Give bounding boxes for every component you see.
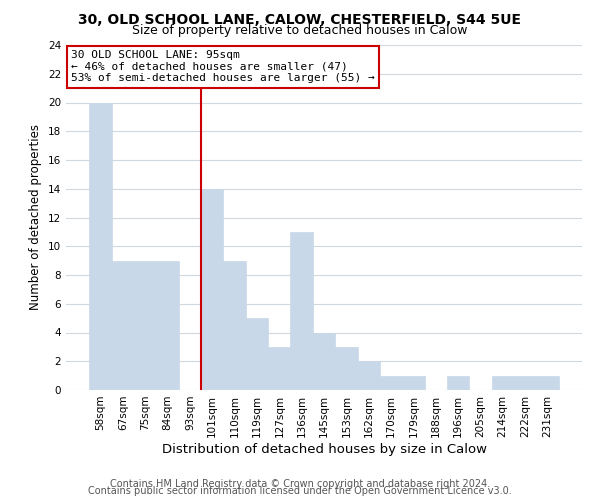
Text: Contains public sector information licensed under the Open Government Licence v3: Contains public sector information licen… xyxy=(88,486,512,496)
Bar xyxy=(201,188,223,390)
Bar xyxy=(246,318,268,390)
Bar xyxy=(268,347,290,390)
Bar xyxy=(112,260,134,390)
Text: 30 OLD SCHOOL LANE: 95sqm
← 46% of detached houses are smaller (47)
53% of semi-: 30 OLD SCHOOL LANE: 95sqm ← 46% of detac… xyxy=(71,50,375,84)
Bar xyxy=(514,376,536,390)
Bar xyxy=(335,347,358,390)
Bar xyxy=(447,376,469,390)
Y-axis label: Number of detached properties: Number of detached properties xyxy=(29,124,43,310)
Bar xyxy=(157,260,179,390)
Bar xyxy=(313,332,335,390)
Bar xyxy=(536,376,559,390)
Bar xyxy=(290,232,313,390)
Bar xyxy=(223,260,246,390)
Bar xyxy=(358,361,380,390)
Text: Size of property relative to detached houses in Calow: Size of property relative to detached ho… xyxy=(132,24,468,37)
Bar xyxy=(491,376,514,390)
Text: 30, OLD SCHOOL LANE, CALOW, CHESTERFIELD, S44 5UE: 30, OLD SCHOOL LANE, CALOW, CHESTERFIELD… xyxy=(79,12,521,26)
Text: Contains HM Land Registry data © Crown copyright and database right 2024.: Contains HM Land Registry data © Crown c… xyxy=(110,479,490,489)
X-axis label: Distribution of detached houses by size in Calow: Distribution of detached houses by size … xyxy=(161,442,487,456)
Bar xyxy=(402,376,425,390)
Bar xyxy=(89,102,112,390)
Bar xyxy=(134,260,157,390)
Bar xyxy=(380,376,402,390)
